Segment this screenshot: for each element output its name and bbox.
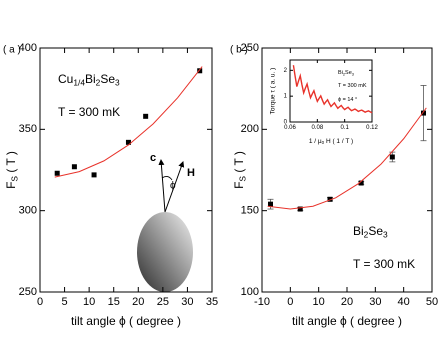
subscript: 1/4 [73, 78, 85, 88]
data-point [268, 201, 273, 207]
x-tick-label: 30 [369, 296, 381, 308]
x-tick-label: 20 [341, 296, 353, 308]
x-tick-label: 35 [206, 296, 218, 308]
x-axis-label: tilt angle ϕ ( degree ) [71, 314, 181, 328]
text-part: H ( 1 / T ) [324, 138, 353, 145]
text-part: ( T ) [4, 151, 18, 176]
annotation: Bi2Se3 [353, 224, 388, 240]
x-tick-label: 10 [83, 296, 95, 308]
annotation: Cu1/4Bi2Se3 [58, 72, 120, 88]
x-axis-label: tilt angle ϕ ( degree ) [292, 314, 402, 328]
text-part: 1 / μ [309, 138, 322, 145]
x-tick-label: 40 [398, 296, 410, 308]
subscript: 2 [364, 230, 369, 240]
sample-ellipsoid [137, 212, 193, 292]
annotation: T = 300 mK [353, 257, 415, 271]
text-part: T = 300 mK [353, 257, 415, 271]
x-tick-label: 0 [37, 296, 43, 308]
annotation: Bi2Se3 [338, 70, 354, 76]
annotation: T = 300 mK [58, 105, 120, 119]
data-point [143, 113, 149, 119]
x-tick-label: 30 [181, 296, 193, 308]
x-axis-label: 1 / μ0 H ( 1 / T ) [309, 138, 353, 145]
panel-label: ( a ) [3, 45, 21, 56]
angle-arc [161, 176, 173, 181]
annotation: T = 300 mK [338, 83, 367, 89]
y-axis-label: FS ( T ) [232, 151, 248, 189]
subscript: S [238, 176, 248, 182]
y-tick-label: 150 [241, 205, 259, 217]
annotation: ϕ = 14 ° [338, 97, 357, 103]
subscript: 3 [383, 230, 388, 240]
y-axis-label: FS ( T ) [4, 151, 20, 189]
text-part: Se [100, 72, 115, 86]
data-point [389, 154, 395, 160]
y-tick-label: 250 [19, 286, 37, 298]
data-point [71, 164, 77, 170]
data-point [54, 170, 60, 176]
text-part: Bi [85, 72, 96, 86]
torque-curve [292, 65, 373, 114]
text-part: Cu [58, 72, 73, 86]
text-part: T = 300 mK [338, 83, 367, 89]
y-tick-label: 2 [284, 68, 288, 74]
x-tick-label: 15 [108, 296, 120, 308]
subscript: S [10, 176, 20, 182]
data-point [327, 196, 333, 202]
data-point [125, 139, 131, 145]
fit-curve [54, 66, 203, 178]
panel-label: ( b ) [230, 45, 248, 56]
subscript: 0 [322, 140, 325, 145]
subscript: 2 [343, 73, 345, 77]
text-part: F [4, 182, 18, 189]
y-tick-label: 200 [241, 123, 259, 135]
diagram-label: H [187, 167, 195, 179]
x-tick-label: -10 [254, 296, 270, 308]
data-point [297, 206, 303, 212]
x-tick-label: 50 [426, 296, 438, 308]
y-tick-label: 100 [241, 286, 259, 298]
data-point [197, 68, 203, 74]
c-axis-arrow [158, 159, 166, 213]
field-diagram [137, 159, 193, 292]
data-point [91, 172, 97, 178]
plot-frame [39, 47, 213, 293]
text-part: Se [345, 70, 352, 76]
x-tick-label: 25 [157, 296, 169, 308]
text-part: Bi [338, 70, 343, 76]
subscript: 3 [115, 78, 120, 88]
y-tick-label: 1 [284, 94, 288, 100]
x-tick-label: 10 [313, 296, 325, 308]
diagram-label: c [150, 152, 156, 164]
text-part: ( T ) [232, 151, 246, 176]
y-tick-label: 300 [19, 205, 37, 217]
x-tick-label: 0.06 [284, 125, 296, 131]
plot-frame [289, 59, 373, 123]
x-tick-label: 0.08 [311, 125, 323, 131]
diagram-label: ϕ [170, 181, 176, 192]
x-tick-label: 20 [132, 296, 144, 308]
text-part: Se [368, 224, 383, 238]
text-part: T = 300 mK [58, 105, 120, 119]
data-point [358, 180, 364, 186]
text-part: ϕ = 14 ° [338, 97, 357, 103]
y-tick-label: 400 [19, 42, 37, 54]
field-arrow [164, 161, 185, 213]
text-part: F [232, 182, 246, 189]
y-axis-label: Torque τ ( a. u. ) [270, 68, 277, 115]
y-tick-label: 250 [241, 42, 259, 54]
x-tick-label: 0.1 [340, 125, 349, 131]
data-point [421, 110, 426, 116]
x-tick-label: 0 [287, 296, 293, 308]
y-tick-label: 350 [19, 123, 37, 135]
fit-curve [267, 107, 427, 210]
y-tick-label: 0 [284, 120, 288, 126]
text-part: Bi [353, 224, 364, 238]
subscript: 2 [96, 78, 101, 88]
x-tick-label: 0.12 [366, 125, 378, 131]
subscript: 3 [352, 73, 354, 77]
x-tick-label: 5 [62, 296, 68, 308]
